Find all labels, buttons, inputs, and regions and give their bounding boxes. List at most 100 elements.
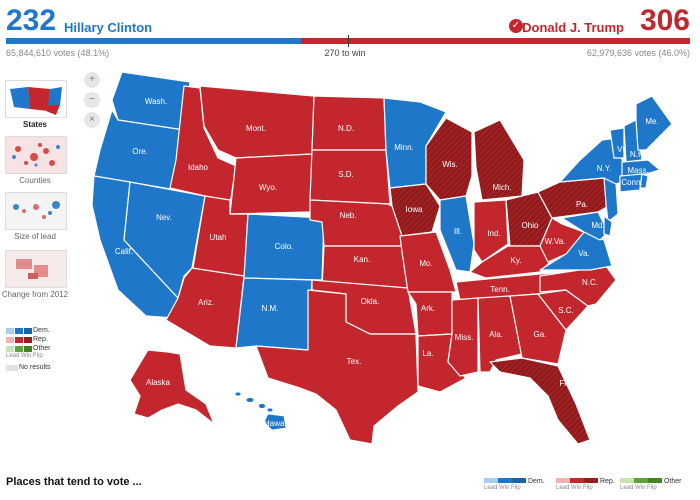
- label-nd: N.D.: [338, 124, 354, 133]
- reset-icon[interactable]: ×: [84, 112, 100, 128]
- footer-legend-dem: Dem. Lead Win Flip: [484, 478, 545, 491]
- label-la: La.: [422, 349, 433, 358]
- rep-candidate-name: Donald J. Trump: [522, 20, 624, 35]
- zoom-out-icon[interactable]: −: [84, 92, 100, 108]
- label-ny: N.Y.: [597, 164, 612, 173]
- rep-popular-vote: 62,979,636 votes (46.0%): [586, 48, 690, 58]
- state-ne[interactable]: [309, 199, 405, 247]
- view-thumb-counties[interactable]: [5, 136, 67, 174]
- state-tx[interactable]: [255, 289, 419, 445]
- state-ma[interactable]: [621, 159, 661, 177]
- label-az: Ariz.: [198, 298, 214, 307]
- label-mt: Mont.: [246, 124, 266, 133]
- label-ne: Neb.: [340, 211, 357, 220]
- label-wi: Wis.: [442, 160, 458, 169]
- state-nm[interactable]: [235, 277, 313, 351]
- label-me: Me.: [645, 117, 658, 126]
- label-vt: Vt.: [617, 145, 627, 154]
- zoom-in-icon[interactable]: +: [84, 72, 100, 88]
- label-nv: Nev.: [156, 213, 172, 222]
- label-or: Ore.: [132, 147, 148, 156]
- state-ri[interactable]: [639, 173, 649, 189]
- label-ok: Okla.: [361, 297, 380, 306]
- view-label-states[interactable]: States: [22, 120, 47, 129]
- label-ar: Ark.: [421, 304, 435, 313]
- state-md[interactable]: [561, 211, 609, 241]
- results-header: 232 Hillary Clinton ✓ Donald J. Trump 30…: [0, 0, 700, 60]
- label-il: Ill.: [454, 227, 462, 236]
- state-nd[interactable]: [311, 95, 387, 151]
- label-ut: Utah: [210, 233, 227, 242]
- state-vt[interactable]: [609, 127, 625, 159]
- state-fl[interactable]: [489, 357, 591, 445]
- state-ny[interactable]: [559, 137, 627, 185]
- label-ms: Miss.: [455, 333, 474, 342]
- view-thumb-change[interactable]: [5, 250, 67, 288]
- label-nm: N.M.: [262, 304, 279, 313]
- label-ca: Calif.: [115, 247, 133, 256]
- state-nj[interactable]: [603, 177, 619, 223]
- state-sd[interactable]: [309, 149, 391, 205]
- label-hi: Hawaii: [264, 419, 288, 428]
- legend-rep: Rep.: [6, 335, 51, 344]
- places-title: Places that tend to vote ...: [6, 476, 142, 488]
- dem-popular-vote: 65,844,610 votes (48.1%): [6, 48, 110, 58]
- state-me[interactable]: [635, 95, 673, 151]
- state-mo[interactable]: [399, 231, 457, 293]
- label-md: Md.: [591, 221, 604, 230]
- label-in: Ind.: [487, 229, 500, 238]
- label-ga: Ga.: [534, 330, 547, 339]
- winner-check-icon: ✓: [509, 19, 523, 33]
- label-mo: Mo.: [419, 259, 432, 268]
- state-mt[interactable]: [199, 85, 315, 159]
- label-tn: Tenn.: [490, 285, 510, 294]
- view-thumb-size-of-lead[interactable]: [5, 192, 67, 230]
- state-ak[interactable]: [129, 349, 215, 425]
- view-thumb-states[interactable]: [5, 80, 67, 118]
- state-pa[interactable]: [537, 177, 613, 219]
- label-fl: Fla.: [559, 379, 572, 388]
- label-nh: N.H.: [630, 150, 646, 159]
- label-wa: Wash.: [145, 97, 167, 106]
- label-al: Ala.: [489, 330, 503, 339]
- electoral-progress-bar: [6, 35, 690, 47]
- legend-other: Other: [6, 344, 51, 353]
- label-ky: Ky.: [511, 256, 522, 265]
- state-ct[interactable]: [619, 173, 643, 193]
- label-tx: Tex.: [347, 357, 362, 366]
- label-wy: Wyo.: [259, 183, 277, 192]
- label-oh: Ohio: [522, 221, 539, 230]
- view-label-counties[interactable]: Counties: [19, 176, 51, 185]
- state-ga[interactable]: [509, 293, 567, 365]
- to-win-label: 270 to win: [324, 48, 366, 58]
- label-mn: Minn.: [394, 143, 414, 152]
- legend-no-results: No results: [6, 363, 51, 372]
- label-ks: Kan.: [354, 255, 370, 264]
- state-de[interactable]: [603, 215, 613, 237]
- label-wv: W.Va.: [545, 237, 566, 246]
- label-ma: Mass.: [627, 166, 648, 175]
- view-label-change[interactable]: Change from 2012: [1, 290, 69, 299]
- dem-candidate-name: Hillary Clinton: [64, 20, 153, 35]
- state-nc[interactable]: [539, 265, 617, 307]
- label-id: Idaho: [188, 163, 209, 172]
- label-nc: N.C.: [582, 278, 598, 287]
- label-sc: S.C.: [558, 306, 574, 315]
- view-label-size-of-lead[interactable]: Size of lead: [14, 232, 56, 241]
- label-pa: Pa.: [576, 200, 588, 209]
- label-ia: Iowa: [406, 205, 423, 214]
- dem-electoral-votes: 232: [6, 4, 57, 37]
- footer-legend-other: Other Lead Win Flip: [620, 478, 682, 491]
- state-wi[interactable]: [425, 117, 473, 201]
- state-in[interactable]: [473, 199, 509, 263]
- label-sd: S.D.: [338, 170, 354, 179]
- rep-electoral-votes: 306: [639, 4, 690, 37]
- map-legend: Dem. Rep. Other Lead Win Flip No results: [6, 326, 51, 372]
- legend-dem: Dem.: [6, 326, 51, 335]
- label-ak: Alaska: [146, 378, 171, 387]
- label-ct: Conn.: [621, 178, 642, 187]
- state-hi[interactable]: [234, 391, 287, 431]
- footer-legend-rep: Rep. Lead Win Flip: [556, 478, 615, 491]
- legend-sub-labels: Lead Win Flip: [6, 353, 43, 359]
